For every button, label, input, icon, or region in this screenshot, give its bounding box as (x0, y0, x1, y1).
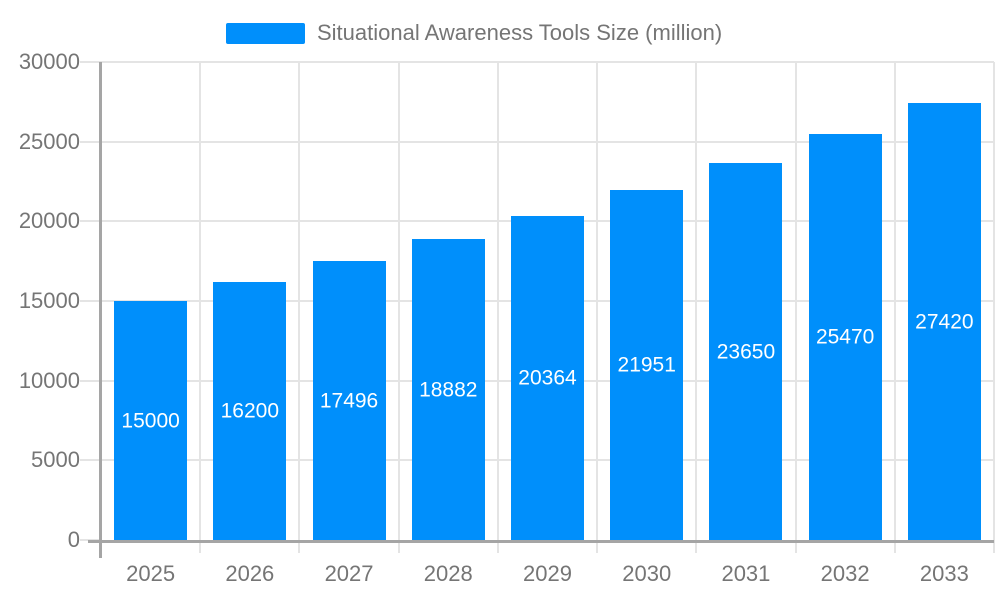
bar-2033 (907, 103, 981, 540)
x-tick-label: 2029 (523, 561, 572, 586)
y-tick-label: 0 (67, 527, 80, 552)
y-tick-label: 25000 (18, 128, 80, 154)
y-tick-label: 10000 (18, 367, 80, 393)
x-gridline (199, 62, 202, 540)
legend-swatch (226, 22, 305, 44)
x-tick-label: 2027 (324, 561, 374, 586)
bar-value-label: 20364 (518, 366, 577, 390)
y-axis-tick (80, 220, 101, 223)
bar-2026 (213, 281, 287, 540)
bar-value-label: 25470 (815, 325, 875, 349)
y-axis-tick (80, 140, 101, 143)
bar-value-label: 15000 (121, 409, 180, 432)
bar-2029 (511, 215, 584, 540)
bar-value-label: 27420 (915, 310, 974, 334)
x-gridline (298, 62, 301, 540)
legend-item[interactable]: Situational Awareness Tools Size (millio… (226, 22, 722, 44)
y-axis-tick (80, 61, 101, 63)
bar-2025 (114, 301, 188, 540)
bar-value-label: 21951 (617, 353, 676, 377)
x-gridline (397, 62, 400, 540)
legend-label: Situational Awareness Tools Size (millio… (317, 20, 723, 45)
x-gridline (496, 62, 499, 540)
bar-2031 (709, 163, 783, 540)
x-tick-label: 2032 (820, 561, 870, 586)
bar-value-label: 16200 (220, 399, 280, 423)
x-gridline (993, 62, 995, 540)
x-axis-line (88, 540, 994, 543)
x-tick-label: 2033 (919, 561, 969, 586)
x-gridline (794, 62, 797, 540)
x-gridline (596, 62, 599, 540)
y-axis-tick (80, 379, 101, 382)
x-gridline (893, 62, 896, 540)
bar-2027 (312, 261, 386, 540)
x-gridline (695, 62, 698, 540)
x-tick-label: 2026 (225, 561, 275, 586)
y-axis-tick (80, 459, 101, 462)
y-axis-line (99, 62, 102, 558)
bar-value-label: 17496 (319, 389, 379, 413)
x-tick-label: 2031 (721, 561, 771, 586)
y-tick-label: 15000 (18, 288, 80, 313)
bar-2028 (411, 239, 485, 540)
x-tick-label: 2028 (423, 561, 473, 586)
bar-value-label: 23650 (716, 340, 776, 364)
x-tick-label: 2025 (126, 561, 176, 586)
y-tick-label: 5000 (31, 447, 80, 473)
bar-value-label: 18882 (419, 378, 478, 402)
bar-2032 (808, 134, 882, 540)
x-tick-label: 2030 (622, 561, 672, 586)
y-tick-label: 30000 (18, 49, 80, 74)
y-axis-tick (80, 300, 101, 302)
bar-2030 (610, 190, 684, 540)
y-tick-label: 20000 (18, 208, 80, 234)
y-gridline (101, 61, 994, 63)
